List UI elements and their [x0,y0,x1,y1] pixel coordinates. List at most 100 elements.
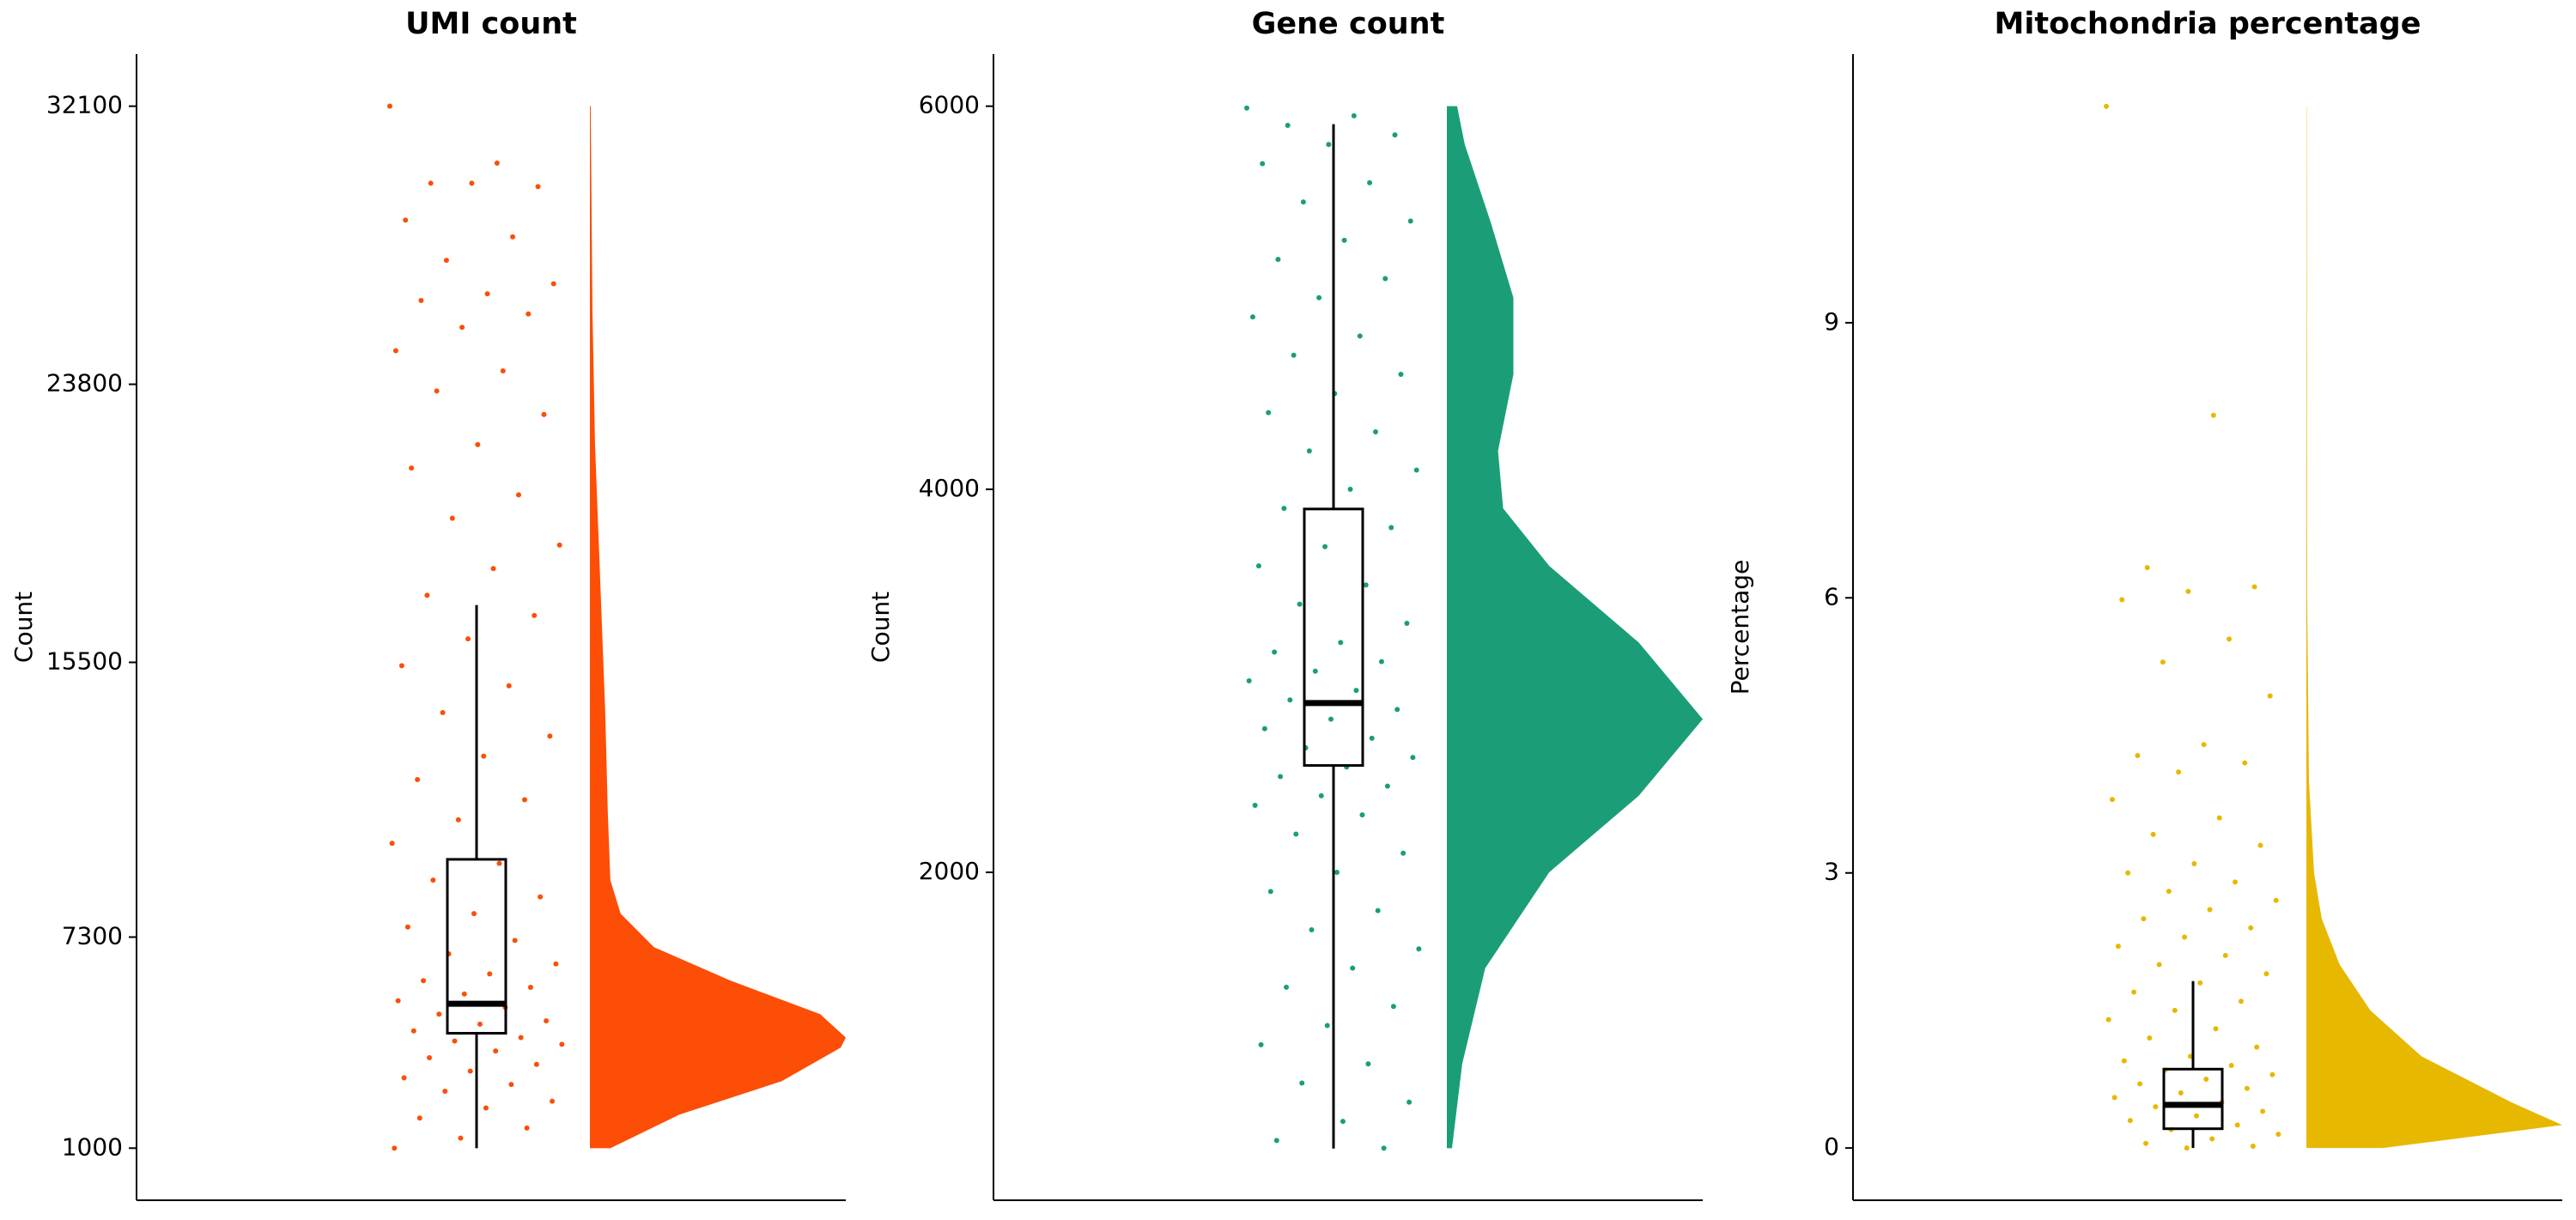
point [455,816,461,822]
point [1378,659,1384,665]
point [2184,1145,2190,1151]
point [1291,352,1297,358]
point [2153,1104,2159,1110]
point [2244,1085,2250,1091]
point [434,388,440,394]
point [2234,1122,2240,1128]
y-tick-label: 9 [1824,307,1839,336]
point [1413,467,1419,473]
point [2263,971,2269,977]
point [2156,962,2162,968]
point [512,938,518,944]
point [2213,1026,2219,1032]
point [471,911,477,917]
point [2172,1007,2178,1013]
point [510,234,516,240]
point [418,298,424,304]
point [2251,584,2257,590]
point [2147,1035,2153,1041]
point [428,180,434,186]
point [387,103,392,109]
point [1375,907,1381,913]
point [538,894,544,900]
point [430,877,436,883]
point [404,924,410,930]
point [1384,783,1390,789]
point [2201,742,2207,748]
point [1284,984,1290,990]
point [442,1088,448,1094]
point [389,841,395,847]
point [1318,792,1324,798]
y-tick-label: 6 [1824,582,1839,610]
point [2222,952,2228,958]
point [506,683,512,689]
point [2267,693,2273,699]
point [544,1018,550,1024]
point [1306,448,1312,454]
y-tick-label: 7300 [62,921,123,950]
point [1328,716,1334,722]
point [421,978,427,984]
point [1404,621,1410,627]
point [1394,707,1400,713]
point [1382,276,1388,282]
chart-title: Gene count [1252,7,1445,41]
point [2135,753,2141,759]
point [2203,1077,2209,1083]
point [2127,1118,2133,1124]
point [496,860,502,866]
point [2238,998,2244,1005]
y-tick-label: 6000 [919,91,980,119]
point [2144,565,2150,571]
point [1326,142,1332,148]
chart-title: Mitochondria percentage [1995,7,2421,41]
point [2141,916,2147,922]
density [2306,106,2562,1149]
point [1285,122,1291,128]
point [2121,1058,2127,1064]
point [2250,1143,2256,1149]
point [415,777,421,783]
point [2185,588,2191,594]
point [559,1041,565,1047]
point [1334,870,1340,876]
point [2104,103,2109,109]
y-tick-label: 2000 [919,857,980,885]
point [2228,1063,2234,1069]
box [2162,1067,2224,1131]
point [1347,486,1353,492]
point [518,1035,524,1041]
point [2209,1136,2215,1142]
point [1273,1138,1279,1144]
point [1357,333,1363,339]
point [547,733,553,739]
point [2150,831,2156,837]
y-axis-label: Count [866,592,895,663]
point [1266,410,1272,416]
point [1316,294,1322,300]
point [392,1145,398,1151]
point [2269,1071,2275,1077]
point [1281,506,1287,512]
point [1341,237,1347,243]
box [1303,507,1364,768]
point [2125,870,2131,876]
y-axis-label: Count [9,592,38,663]
point [2176,769,2182,775]
point [2137,1081,2143,1087]
point [535,184,541,190]
point [440,710,446,716]
point [401,1075,407,1081]
point [2166,889,2172,895]
density [590,106,846,1149]
y-tick-label: 3 [1824,858,1839,886]
point [416,1115,422,1121]
density [1447,106,1703,1149]
point [475,441,481,447]
point [556,542,562,548]
point [2227,636,2233,642]
point [427,1054,433,1060]
point [516,492,522,498]
